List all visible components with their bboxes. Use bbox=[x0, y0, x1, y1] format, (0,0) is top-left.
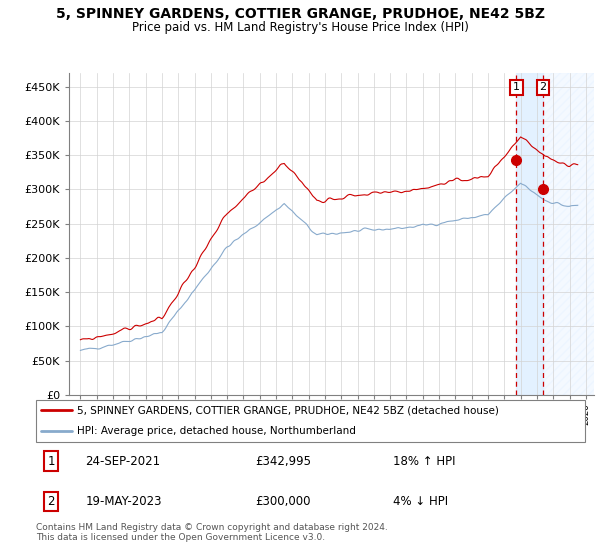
Text: 4% ↓ HPI: 4% ↓ HPI bbox=[393, 495, 448, 508]
Text: 2: 2 bbox=[47, 495, 55, 508]
Text: 18% ↑ HPI: 18% ↑ HPI bbox=[393, 455, 455, 468]
Text: 2: 2 bbox=[539, 82, 547, 92]
Text: £342,995: £342,995 bbox=[256, 455, 311, 468]
Bar bbox=[516, 73, 543, 395]
Text: Price paid vs. HM Land Registry's House Price Index (HPI): Price paid vs. HM Land Registry's House … bbox=[131, 21, 469, 34]
Text: 1: 1 bbox=[47, 455, 55, 468]
Bar bbox=[543, 73, 600, 395]
Text: 5, SPINNEY GARDENS, COTTIER GRANGE, PRUDHOE, NE42 5BZ (detached house): 5, SPINNEY GARDENS, COTTIER GRANGE, PRUD… bbox=[77, 405, 499, 416]
Text: 5, SPINNEY GARDENS, COTTIER GRANGE, PRUDHOE, NE42 5BZ: 5, SPINNEY GARDENS, COTTIER GRANGE, PRUD… bbox=[56, 7, 545, 21]
Text: Contains HM Land Registry data © Crown copyright and database right 2024.
This d: Contains HM Land Registry data © Crown c… bbox=[36, 523, 388, 543]
Text: 1: 1 bbox=[513, 82, 520, 92]
Text: 24-SEP-2021: 24-SEP-2021 bbox=[85, 455, 161, 468]
FancyBboxPatch shape bbox=[36, 400, 585, 442]
Text: £300,000: £300,000 bbox=[256, 495, 311, 508]
Text: HPI: Average price, detached house, Northumberland: HPI: Average price, detached house, Nort… bbox=[77, 426, 356, 436]
Text: 19-MAY-2023: 19-MAY-2023 bbox=[85, 495, 162, 508]
